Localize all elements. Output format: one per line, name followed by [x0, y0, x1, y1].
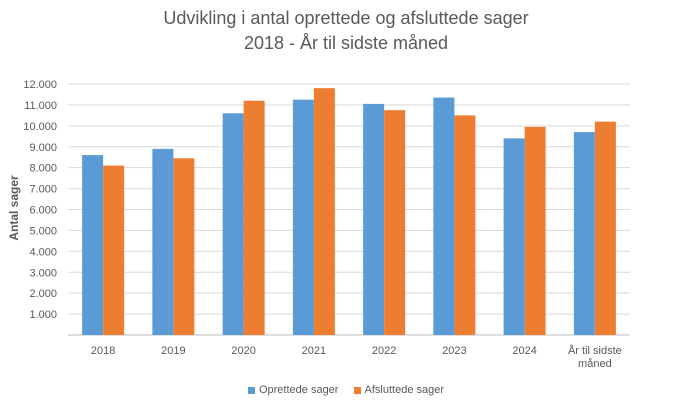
- legend-swatch: [247, 386, 255, 394]
- chart-title: Udvikling i antal oprettede og afslutted…: [163, 8, 529, 28]
- y-axis-label: Antal sager: [7, 175, 21, 241]
- bar-afsluttede: [173, 158, 195, 335]
- x-tick-label: 2018: [91, 345, 115, 357]
- chart-subtitle: 2018 - År til sidste måned: [243, 33, 449, 53]
- y-tick-label: 10.000: [23, 121, 57, 133]
- y-axis-ticks: 1.000 2.000 3.000 4.000 5.000 6.000 7.000 8.000…: [23, 79, 57, 321]
- legend: Oprettede sager Afsluttede sager: [0, 384, 692, 397]
- y-tick-label: 6.000: [29, 205, 57, 217]
- y-tick-label: 8.000: [29, 163, 57, 175]
- bar-afsluttede: [103, 165, 125, 335]
- y-tick-label: 2.000: [29, 288, 57, 300]
- x-tick-label: 2024: [512, 345, 536, 357]
- x-tick-label: År til sidste måned: [568, 344, 622, 370]
- legend-label: Afsluttede sager: [364, 384, 445, 396]
- legend-swatch: [353, 386, 361, 394]
- x-tick-label: 2019: [161, 345, 185, 357]
- gridlines: [68, 83, 630, 336]
- bar-afsluttede: [313, 88, 335, 335]
- bar-oprettede: [503, 138, 525, 335]
- y-tick-label: 5.000: [29, 225, 57, 237]
- y-tick-label: 3.000: [29, 267, 57, 279]
- bar-afsluttede: [243, 100, 265, 335]
- bar-oprettede: [152, 148, 174, 335]
- y-tick-label: 9.000: [29, 142, 57, 154]
- x-tick-label: 2020: [231, 345, 255, 357]
- bar-oprettede: [363, 103, 385, 335]
- y-tick-label: 11.000: [24, 100, 57, 112]
- bar-oprettede: [573, 132, 595, 335]
- legend-item-oprettede: Oprettede sager: [247, 384, 339, 396]
- x-tick-label: 2023: [442, 345, 466, 357]
- bar-afsluttede: [454, 115, 476, 335]
- y-tick-label: 12.000: [23, 79, 57, 91]
- bars: [82, 88, 616, 336]
- bar-oprettede: [433, 97, 455, 336]
- y-tick-label: 7.000: [29, 184, 57, 196]
- bar-afsluttede: [524, 126, 546, 335]
- x-tick-label: 2022: [372, 345, 396, 357]
- y-tick-label: 4.000: [29, 246, 57, 258]
- bar-oprettede: [222, 113, 244, 336]
- bar-chart: 1.000 2.000 3.000 4.000 5.000 6.000 7.000 8.000…: [7, 79, 630, 370]
- bar-oprettede: [292, 99, 314, 335]
- x-axis-ticks: 2018 2019 2020 2021 2022 2023 2024 År til sidst…: [91, 344, 622, 370]
- legend-item-afsluttede: Afsluttede sager: [353, 384, 445, 396]
- bar-afsluttede: [384, 110, 406, 335]
- x-tick-label: 2021: [302, 345, 326, 357]
- bar-oprettede: [82, 155, 104, 335]
- bar-afsluttede: [594, 121, 616, 336]
- y-tick-label: 1.000: [29, 309, 57, 321]
- legend-label: Oprettede sager: [258, 384, 339, 396]
